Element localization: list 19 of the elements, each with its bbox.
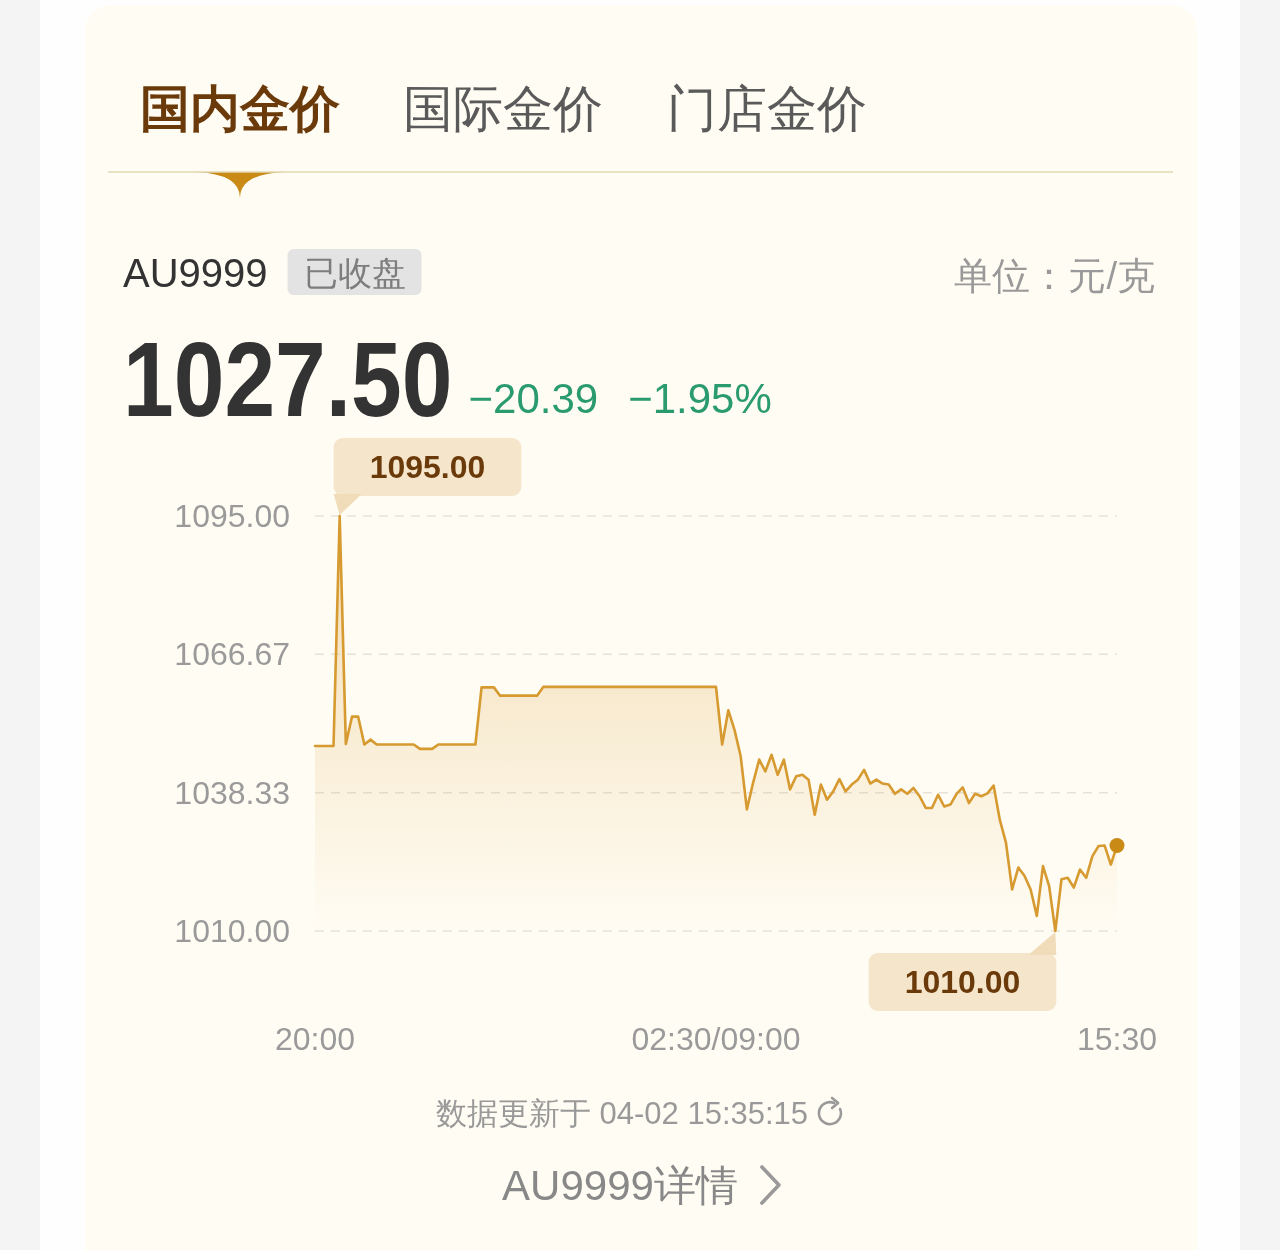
y-tick-label: 1095.00 [174,498,290,534]
x-tick-label: 02:30/09:00 [631,1021,801,1057]
status-label: 已收盘 [303,254,406,292]
update-time-label: 数据更新于 04-02 15:35:15 [435,1096,809,1131]
y-tick-label: 1010.00 [174,913,290,949]
tab-label: 国际金价 [403,81,603,137]
y-tick-label: 1038.33 [174,774,290,811]
annotation: 1010.00 [904,964,1021,1000]
y-tick-label: 1066.67 [174,636,290,673]
tab-label-active: 国内金价 [140,81,340,137]
unit-label: 单位：元/克 [954,255,1155,297]
x-tick-label: 20:00 [274,1021,356,1057]
annotation: 1095.00 [369,449,486,485]
x-tick-label: 15:30 [1076,1021,1158,1057]
change-percent-label: −1.95% [628,375,772,422]
detail-link-label: AU9999详情 [502,1162,738,1209]
title: AU9999 [123,251,268,295]
change-label: −20.39 [468,375,599,422]
tab-label: 门店金价 [667,81,867,137]
